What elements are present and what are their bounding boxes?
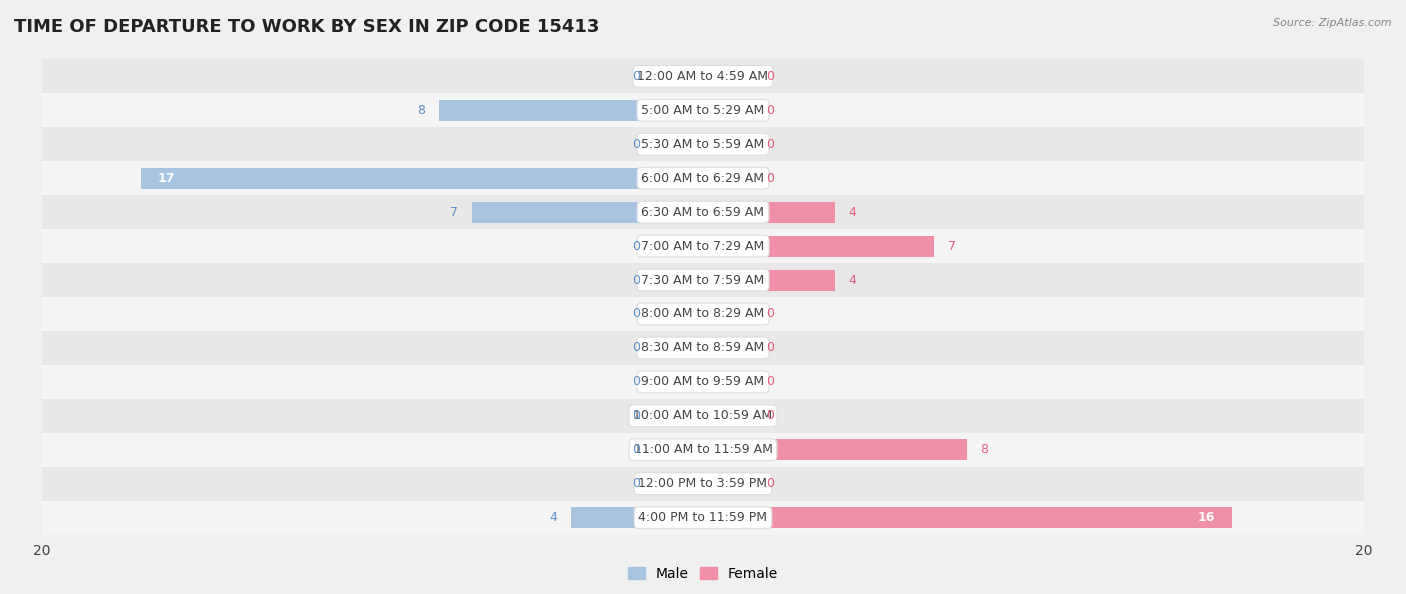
Bar [703,134,752,155]
Bar [141,168,703,189]
Text: 4:00 PM to 11:59 PM: 4:00 PM to 11:59 PM [638,511,768,524]
Text: 6:30 AM to 6:59 AM: 6:30 AM to 6:59 AM [641,206,765,219]
Text: 0: 0 [766,104,773,117]
Bar [42,195,1364,229]
Bar [654,337,703,358]
Text: 0: 0 [766,308,773,321]
Text: 0: 0 [633,477,640,490]
Text: 7:00 AM to 7:29 AM: 7:00 AM to 7:29 AM [641,239,765,252]
Bar [42,365,1364,399]
Bar [703,168,752,189]
Text: 0: 0 [766,477,773,490]
Text: 11:00 AM to 11:59 AM: 11:00 AM to 11:59 AM [634,443,772,456]
Text: 7: 7 [948,239,956,252]
Bar [654,473,703,494]
Text: 0: 0 [766,70,773,83]
Text: TIME OF DEPARTURE TO WORK BY SEX IN ZIP CODE 15413: TIME OF DEPARTURE TO WORK BY SEX IN ZIP … [14,18,599,36]
Bar [42,127,1364,161]
Bar [703,100,752,121]
Text: 0: 0 [766,138,773,151]
Text: 0: 0 [633,443,640,456]
Bar [703,66,752,87]
Bar [703,439,967,460]
Bar [42,229,1364,263]
Text: 4: 4 [848,206,856,219]
Bar [703,304,752,324]
Text: 17: 17 [157,172,176,185]
Text: 12:00 PM to 3:59 PM: 12:00 PM to 3:59 PM [638,477,768,490]
Bar [42,263,1364,297]
Bar [42,467,1364,501]
Bar [471,201,703,223]
Text: 0: 0 [633,375,640,388]
Bar [703,405,752,426]
Bar [703,507,1232,528]
Text: 0: 0 [766,172,773,185]
Text: 0: 0 [766,342,773,355]
Bar [42,93,1364,127]
Text: 0: 0 [766,409,773,422]
Bar [571,507,703,528]
Bar [654,371,703,393]
Text: 0: 0 [633,308,640,321]
Text: 7: 7 [450,206,458,219]
Bar [703,236,934,257]
Text: 0: 0 [633,239,640,252]
Bar [703,473,752,494]
Text: 16: 16 [1198,511,1215,524]
Bar [654,236,703,257]
Text: 5:30 AM to 5:59 AM: 5:30 AM to 5:59 AM [641,138,765,151]
Text: 4: 4 [848,273,856,286]
Text: 12:00 AM to 4:59 AM: 12:00 AM to 4:59 AM [637,70,769,83]
Bar [42,59,1364,93]
Text: 8: 8 [980,443,988,456]
Text: 8:00 AM to 8:29 AM: 8:00 AM to 8:29 AM [641,308,765,321]
Bar [703,270,835,290]
Bar [654,66,703,87]
Text: 0: 0 [633,342,640,355]
Text: 0: 0 [633,70,640,83]
Text: 5:00 AM to 5:29 AM: 5:00 AM to 5:29 AM [641,104,765,117]
Bar [703,337,752,358]
Text: 4: 4 [550,511,558,524]
Text: 10:00 AM to 10:59 AM: 10:00 AM to 10:59 AM [634,409,772,422]
Text: 6:00 AM to 6:29 AM: 6:00 AM to 6:29 AM [641,172,765,185]
Legend: Male, Female: Male, Female [624,563,782,584]
Bar [42,297,1364,331]
Bar [42,331,1364,365]
Bar [42,501,1364,535]
Bar [703,371,752,393]
Text: 0: 0 [766,375,773,388]
Bar [654,270,703,290]
Text: 8:30 AM to 8:59 AM: 8:30 AM to 8:59 AM [641,342,765,355]
Text: 0: 0 [633,409,640,422]
Bar [42,399,1364,433]
Text: 7:30 AM to 7:59 AM: 7:30 AM to 7:59 AM [641,273,765,286]
Text: 9:00 AM to 9:59 AM: 9:00 AM to 9:59 AM [641,375,765,388]
Text: 0: 0 [633,273,640,286]
Text: 0: 0 [633,138,640,151]
Bar [703,201,835,223]
Bar [42,433,1364,467]
Bar [654,304,703,324]
Text: 8: 8 [418,104,426,117]
Bar [654,134,703,155]
Bar [654,405,703,426]
Text: Source: ZipAtlas.com: Source: ZipAtlas.com [1274,18,1392,28]
Bar [439,100,703,121]
Bar [42,161,1364,195]
Bar [654,439,703,460]
